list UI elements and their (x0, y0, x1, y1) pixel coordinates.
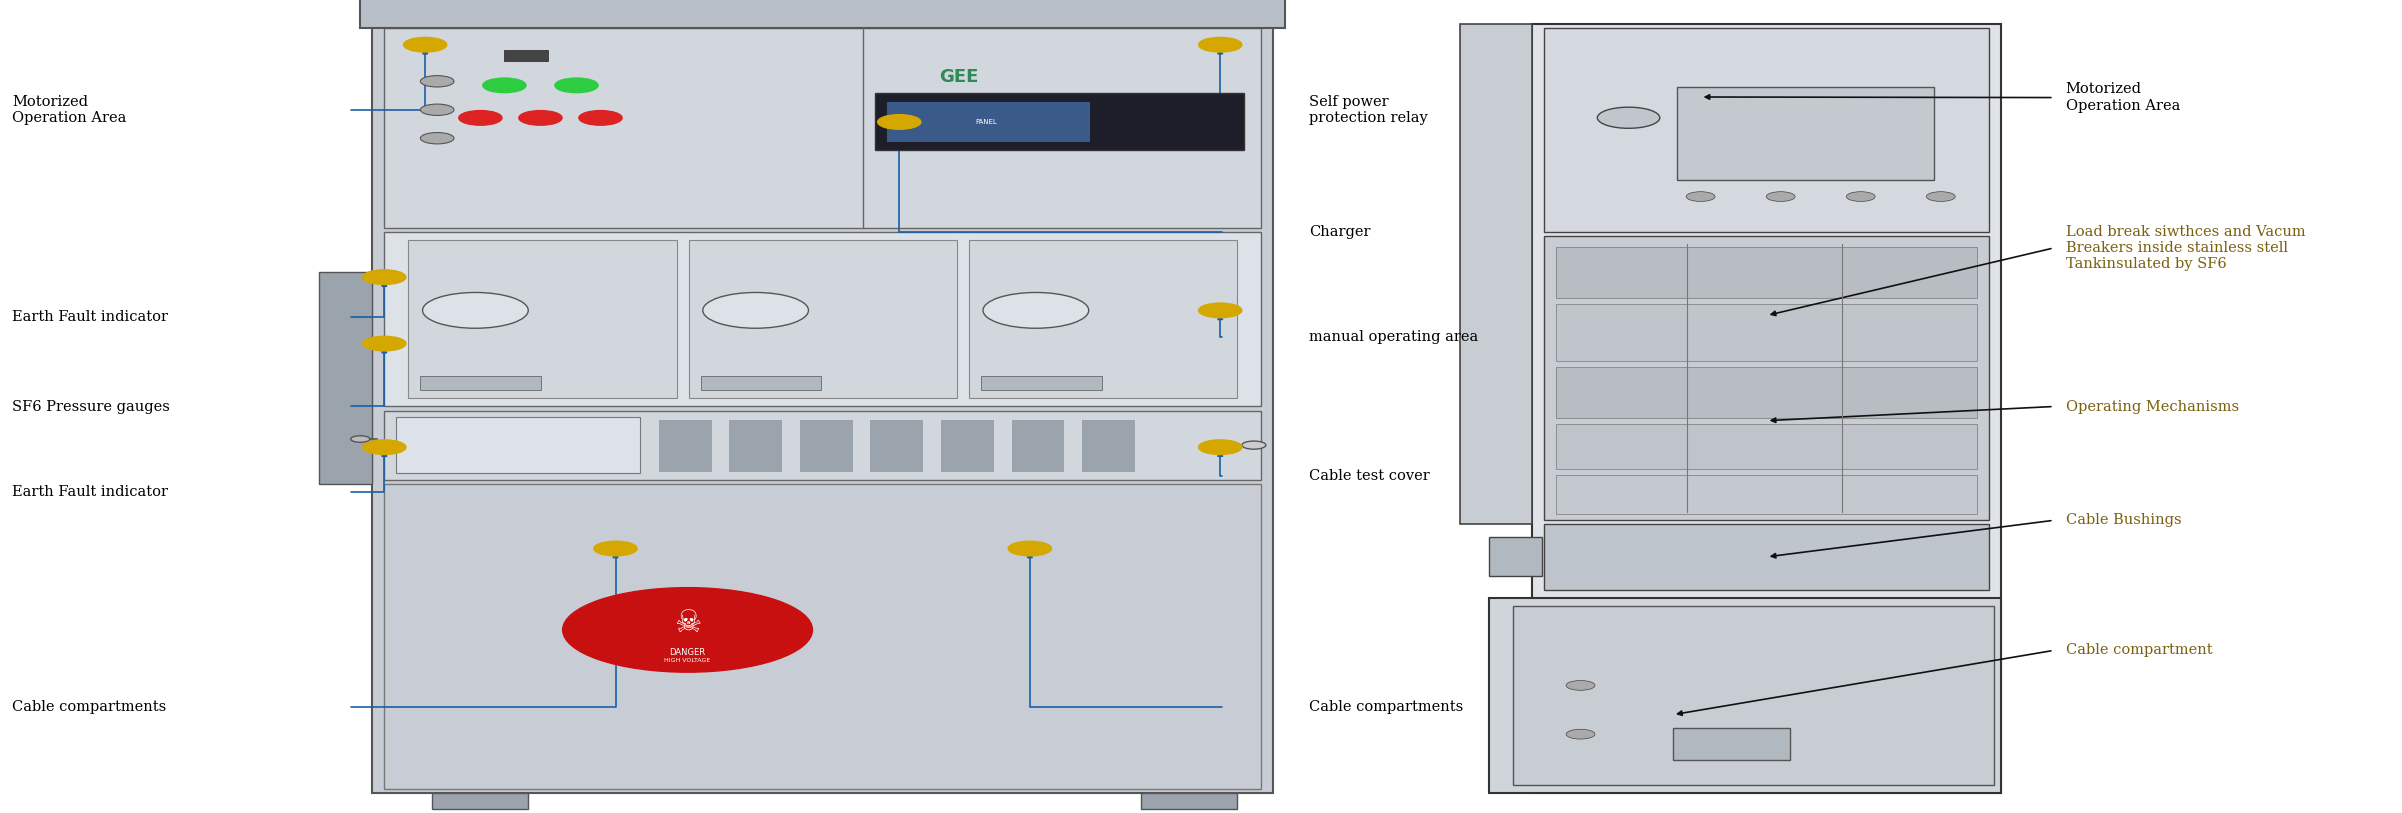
Bar (1513, 606, 1994, 785)
Circle shape (704, 293, 809, 328)
Text: manual operating area: manual operating area (1309, 330, 1477, 345)
Bar (968, 240, 1237, 398)
Circle shape (1199, 37, 1242, 52)
Bar (319, 272, 372, 484)
Bar (1489, 537, 1542, 576)
Circle shape (877, 115, 920, 129)
Bar (886, 102, 1091, 142)
Bar (1556, 367, 1977, 418)
Circle shape (1847, 192, 1876, 202)
Bar (980, 376, 1103, 390)
Circle shape (1566, 729, 1595, 739)
Circle shape (1566, 680, 1595, 690)
Circle shape (404, 37, 447, 52)
Text: ☠: ☠ (675, 609, 701, 638)
Circle shape (1009, 541, 1052, 556)
Circle shape (1199, 440, 1242, 454)
Circle shape (459, 111, 502, 125)
Circle shape (351, 436, 370, 442)
Text: HIGH VOLTAGE: HIGH VOLTAGE (665, 659, 711, 663)
Bar (1672, 728, 1789, 760)
Text: SF6 Pressure gauges: SF6 Pressure gauges (12, 399, 171, 414)
Bar (384, 484, 1261, 789)
Circle shape (1926, 192, 1955, 202)
Bar (372, 24, 1273, 793)
Circle shape (420, 76, 454, 87)
Bar (1556, 475, 1977, 515)
Bar (1544, 236, 1989, 520)
Text: Cable Bushings: Cable Bushings (2066, 513, 2181, 528)
Circle shape (519, 111, 562, 125)
Bar (1489, 598, 2001, 793)
Circle shape (562, 588, 812, 672)
Text: Load break siwthces and Vacum
Breakers inside stainless stell
Tankinsulated by S: Load break siwthces and Vacum Breakers i… (2066, 224, 2306, 272)
Bar (1544, 524, 1989, 589)
Text: DANGER: DANGER (670, 648, 706, 657)
Circle shape (982, 293, 1088, 328)
Bar (408, 240, 677, 398)
Bar (1011, 420, 1064, 472)
Bar (396, 417, 639, 473)
Circle shape (363, 440, 406, 454)
Bar (870, 420, 922, 472)
Circle shape (420, 104, 454, 115)
Text: Cable compartments: Cable compartments (12, 700, 166, 715)
Text: Cable compartment: Cable compartment (2066, 643, 2212, 658)
Circle shape (1199, 303, 1242, 318)
Bar (730, 420, 783, 472)
Bar (800, 420, 853, 472)
Circle shape (483, 78, 526, 93)
Bar (1556, 304, 1977, 361)
Bar (1460, 24, 1532, 524)
Text: Operating Mechanisms: Operating Mechanisms (2066, 399, 2239, 414)
Bar (504, 50, 548, 61)
Circle shape (363, 337, 406, 351)
Bar (1544, 28, 1989, 232)
Circle shape (363, 270, 406, 285)
Bar (384, 28, 1261, 228)
Circle shape (1597, 107, 1660, 128)
Circle shape (593, 541, 637, 556)
Circle shape (555, 78, 598, 93)
Circle shape (1765, 192, 1794, 202)
Bar (1532, 24, 2001, 793)
Circle shape (579, 111, 622, 125)
Bar (658, 420, 711, 472)
Circle shape (420, 133, 454, 144)
Bar (942, 420, 994, 472)
Circle shape (1686, 192, 1715, 202)
Bar (360, 0, 1285, 28)
Text: Earth Fault indicator: Earth Fault indicator (12, 485, 168, 499)
Text: Cable test cover: Cable test cover (1309, 468, 1429, 483)
Bar (432, 793, 528, 809)
Bar (1556, 247, 1977, 298)
Text: Self power
protection relay: Self power protection relay (1309, 94, 1427, 125)
Bar (874, 93, 1244, 150)
Text: Cable compartments: Cable compartments (1309, 700, 1463, 715)
Text: Motorized
Operation Area: Motorized Operation Area (12, 94, 127, 125)
Bar (689, 240, 956, 398)
Bar (1141, 793, 1237, 809)
Bar (384, 232, 1261, 406)
Text: Charger: Charger (1309, 224, 1372, 239)
Text: PANEL: PANEL (975, 119, 997, 125)
Bar (1677, 87, 1934, 180)
Bar (1083, 420, 1136, 472)
Circle shape (1242, 441, 1266, 449)
Circle shape (423, 293, 528, 328)
Bar (1556, 424, 1977, 469)
Bar (420, 376, 540, 390)
Text: GEE: GEE (939, 68, 980, 86)
Bar (701, 376, 821, 390)
Text: Earth Fault indicator: Earth Fault indicator (12, 310, 168, 324)
Text: Motorized
Operation Area: Motorized Operation Area (2066, 82, 2181, 113)
Bar (384, 411, 1261, 480)
